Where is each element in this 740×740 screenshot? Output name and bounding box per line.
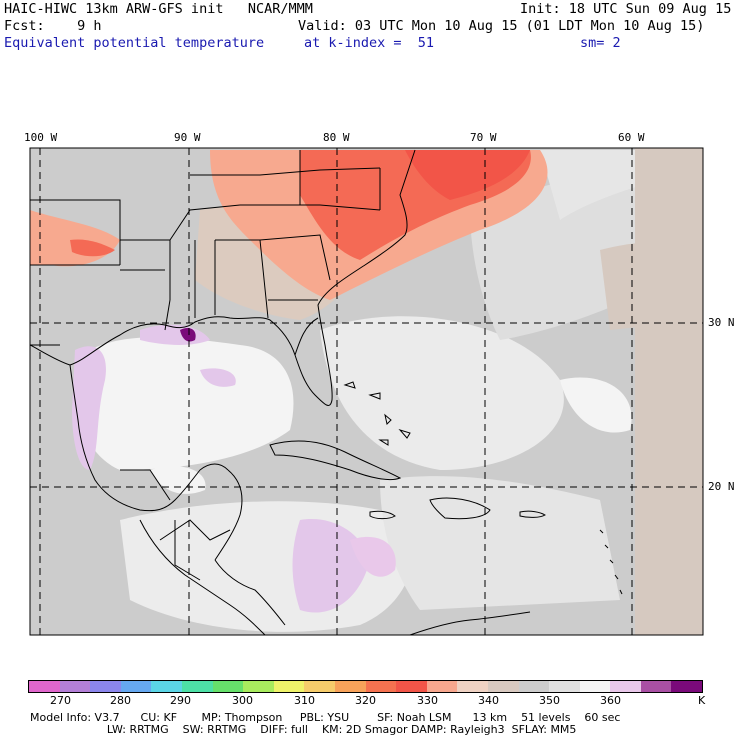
colorbar-tick: 310 xyxy=(294,694,315,707)
model-title: HAIC-HIWC 13km ARW-GFS init NCAR/MMM xyxy=(4,1,313,17)
lon-label-90w: 90 W xyxy=(174,131,201,144)
colorbar-swatch xyxy=(243,681,274,692)
colorbar-swatch xyxy=(29,681,60,692)
colorbar-tick: 360 xyxy=(600,694,621,707)
colorbar-swatch xyxy=(457,681,488,692)
colorbar-swatch xyxy=(151,681,182,692)
lat-label-20n: 20 N xyxy=(708,480,735,493)
lon-label-100w: 100 W xyxy=(24,131,58,144)
graticule xyxy=(30,148,703,635)
colorbar-swatch xyxy=(273,681,305,692)
map-frame xyxy=(29,147,704,636)
colorbar xyxy=(28,680,703,693)
lon-label-70w: 70 W xyxy=(470,131,497,144)
colorbar-tick: 330 xyxy=(417,694,438,707)
forecast-hour: Fcst: 9 h xyxy=(4,18,102,34)
colorbar-swatch xyxy=(181,681,213,692)
colorbar-tick: 320 xyxy=(355,694,376,707)
colorbar-swatch xyxy=(396,681,427,692)
valid-time: Valid: 03 UTC Mon 10 Aug 15 (01 LDT Mon … xyxy=(298,18,705,34)
colorbar-tick: 350 xyxy=(539,694,560,707)
colorbar-swatch xyxy=(487,681,519,692)
colorbar-tick: 300 xyxy=(232,694,253,707)
colorbar-swatch xyxy=(518,681,550,692)
colorbar-swatch xyxy=(671,681,703,692)
colorbar-swatch xyxy=(579,681,611,692)
colorbar-swatch xyxy=(120,681,152,692)
model-info-line2: LW: RRTMG SW: RRTMG DIFF: full KM: 2D Sm… xyxy=(30,723,577,736)
colorbar-swatch xyxy=(549,681,580,692)
colorbar-swatch xyxy=(304,681,335,692)
shaded-field xyxy=(30,148,703,635)
colorbar-swatch xyxy=(59,681,91,692)
colorbar-tick: 340 xyxy=(478,694,499,707)
colorbar-swatch xyxy=(212,681,244,692)
level-index: at k-index = 51 xyxy=(304,35,435,51)
model-info-line1: Model Info: V3.7 CU: KF MP: Thompson PBL… xyxy=(30,711,621,724)
colorbar-tick: 270 xyxy=(50,694,71,707)
colorbar-swatch xyxy=(90,681,121,692)
colorbar-unit: K xyxy=(698,694,706,707)
colorbar-swatch xyxy=(334,681,366,692)
colorbar-tick: 290 xyxy=(170,694,191,707)
smoothing-value: sm= 2 xyxy=(580,35,621,51)
lon-label-80w: 80 W xyxy=(323,131,350,144)
coastlines xyxy=(30,149,623,635)
init-time: Init: 18 UTC Sun 09 Aug 15 xyxy=(520,1,732,17)
field-name: Equivalent potential temperature xyxy=(4,35,265,51)
colorbar-tick: 280 xyxy=(110,694,131,707)
colorbar-swatch xyxy=(610,681,641,692)
colorbar-swatch xyxy=(426,681,458,692)
colorbar-swatch xyxy=(640,681,672,692)
lon-label-60w: 60 W xyxy=(618,131,645,144)
lat-label-30n: 30 N xyxy=(708,316,735,329)
colorbar-swatch xyxy=(365,681,397,692)
